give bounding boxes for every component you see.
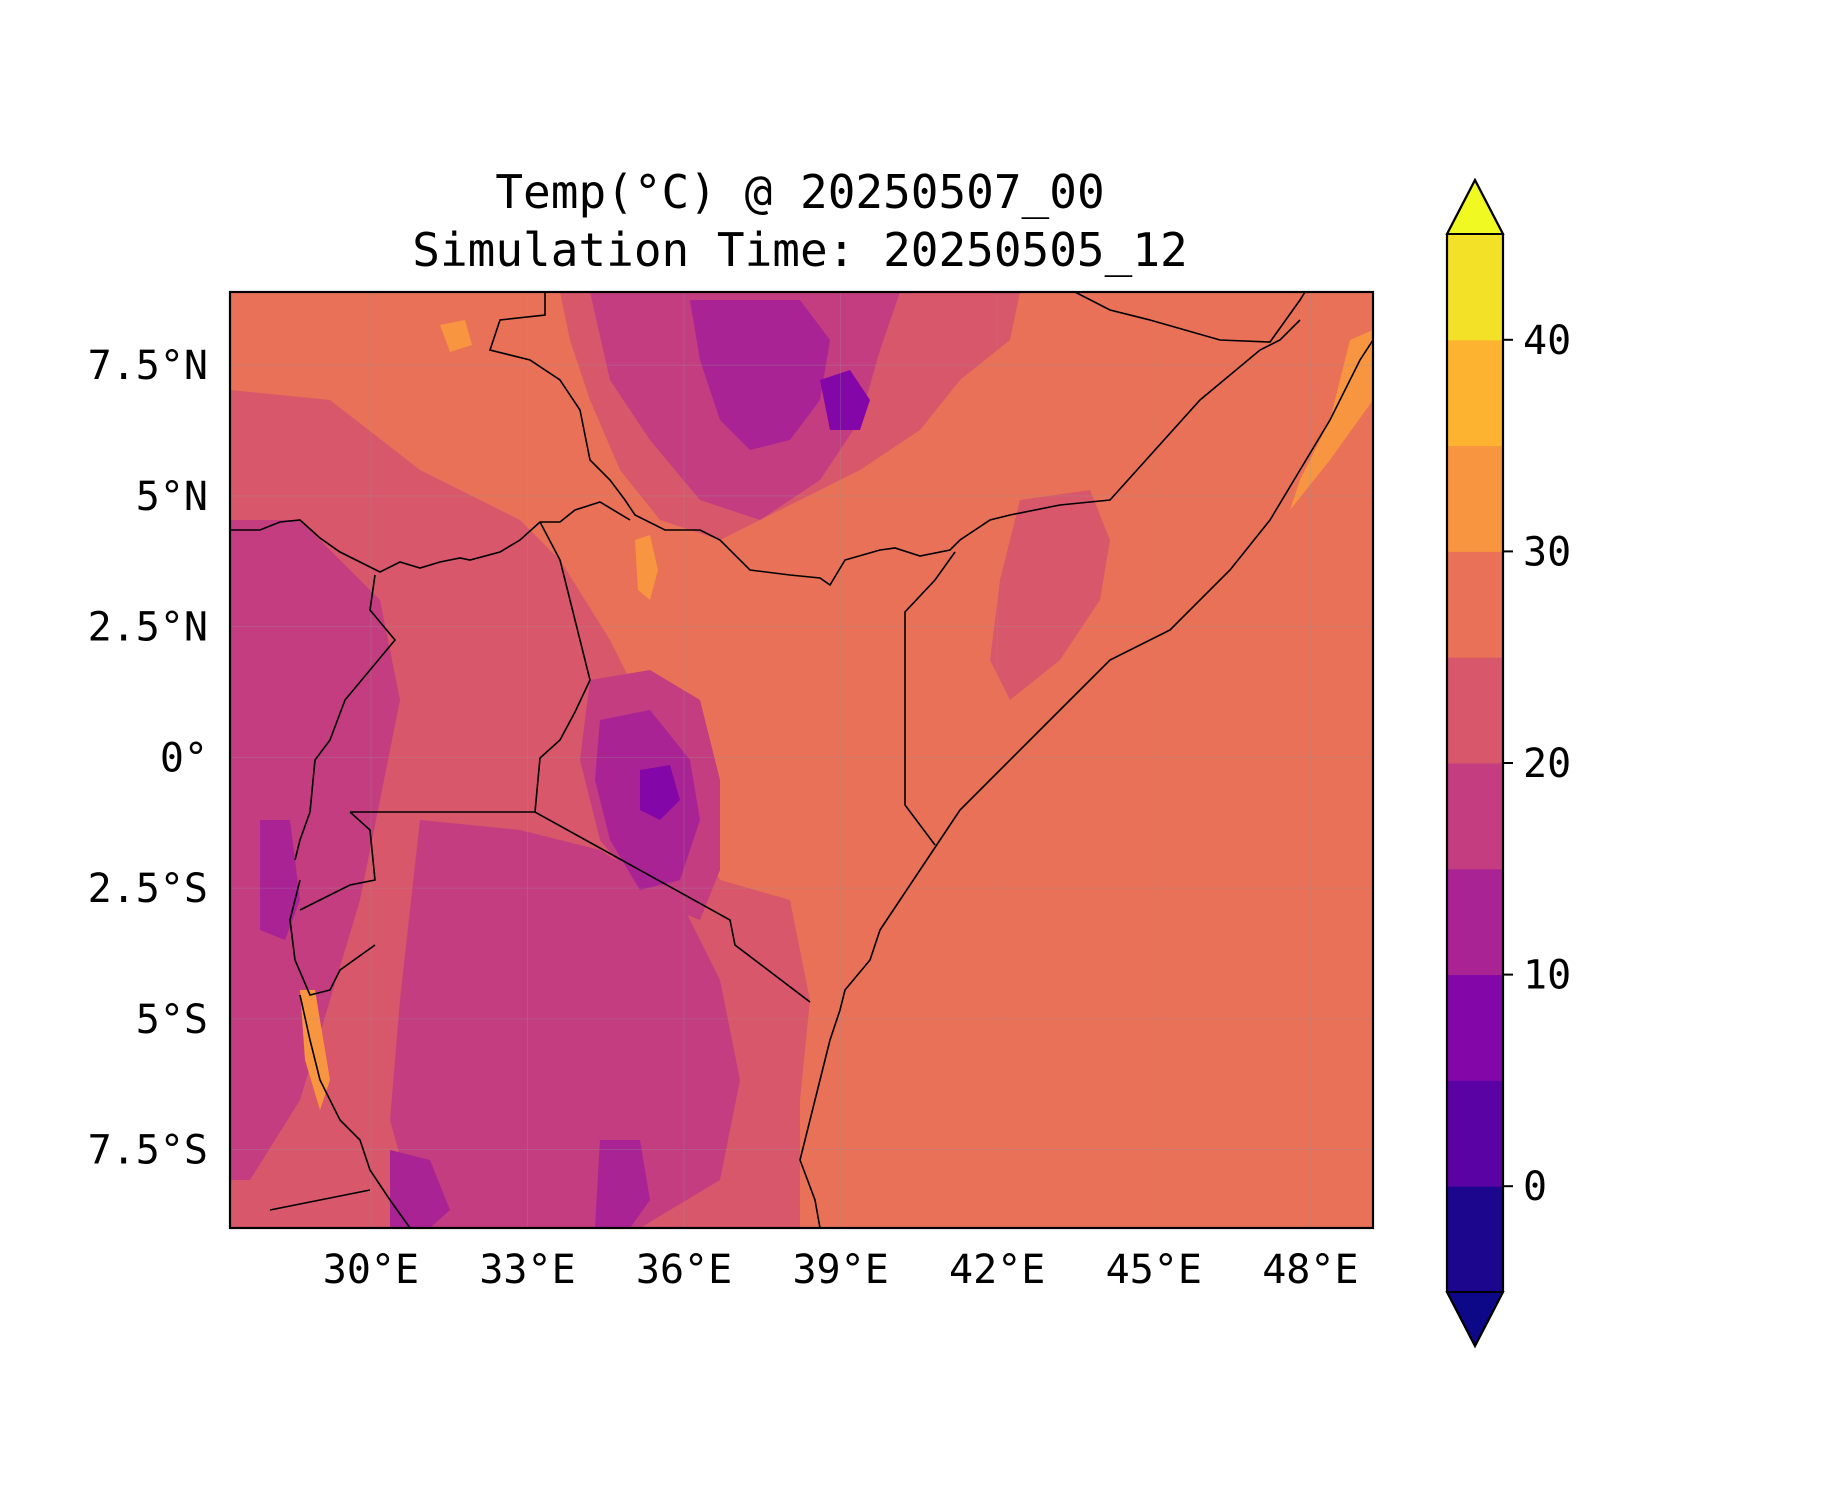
- y-tick-label: 2.5°S: [88, 866, 208, 912]
- border-burundi: [289, 879, 376, 996]
- x-tick-label: 36°E: [636, 1247, 732, 1293]
- colorbar: 0 10 20 30 40: [1445, 177, 1571, 1349]
- field-region-30-35-turkana: [635, 535, 658, 600]
- colorbar-segment: [1447, 551, 1503, 658]
- y-tick-label: 2.5°N: [88, 605, 208, 651]
- y-tick-label: 7.5°N: [88, 343, 208, 389]
- y-tick-label: 0°: [160, 735, 208, 781]
- colorbar-tick-label: 20: [1523, 741, 1571, 787]
- colorbar-segment: [1447, 763, 1503, 870]
- border-kenya-somalia: [904, 551, 956, 846]
- y-tick-label: 7.5°S: [88, 1128, 208, 1174]
- y-tick-label: 5°N: [136, 474, 208, 520]
- x-tick-label: 33°E: [479, 1247, 575, 1293]
- colorbar-segment: [1447, 868, 1503, 976]
- map-title: Temp(°C) @ 20250507_00: [495, 165, 1104, 219]
- border-tanzania-kenya: [350, 811, 811, 1003]
- y-axis: 7.5°N 5°N 2.5°N 0° 2.5°S 5°S 7.5°S: [88, 343, 208, 1173]
- field-region-20-25-east: [990, 490, 1110, 700]
- x-tick-label: 45°E: [1106, 1247, 1202, 1293]
- country-borders: [230, 292, 1373, 1228]
- map-frame: [228, 290, 1375, 1230]
- colorbar-under-arrow: [1445, 1291, 1505, 1349]
- colorbar-segment: [1447, 445, 1503, 552]
- border-uganda-kenya: [534, 521, 591, 813]
- x-tick-label: 48°E: [1262, 1247, 1358, 1293]
- colorbar-tick-label: 30: [1523, 529, 1571, 575]
- temperature-field: [230, 292, 1373, 1228]
- colorbar-segment: [1447, 339, 1503, 447]
- x-tick-label: 39°E: [792, 1247, 888, 1293]
- field-region-5-10-peak2: [640, 765, 680, 820]
- gridlines: [230, 292, 1373, 1228]
- colorbar-outline: [1445, 177, 1505, 1349]
- colorbar-segment: [1447, 657, 1503, 764]
- colorbar-over-arrow: [1445, 177, 1505, 235]
- colorbar-segment: [1447, 1080, 1503, 1187]
- field-region-10-15-ethiopia: [690, 300, 830, 450]
- field-region-30-35-tanganyika: [300, 990, 330, 1110]
- colorbar-segment: [1447, 974, 1503, 1081]
- field-region-10-15-south: [390, 1150, 450, 1228]
- border-uganda-drc: [294, 574, 397, 861]
- border-south-sudan-south: [230, 501, 631, 573]
- colorbar-segment: [1447, 234, 1503, 341]
- coastline-east-africa: [799, 339, 1373, 1228]
- colorbar-tick-label: 10: [1523, 953, 1571, 999]
- field-region-15-20-tanzania: [390, 820, 740, 1228]
- map-subtitle: Simulation Time: 20250505_12: [412, 223, 1187, 277]
- x-tick-label: 42°E: [949, 1247, 1045, 1293]
- colorbar-tick-label: 0: [1523, 1164, 1547, 1210]
- border-rwanda-burundi: [299, 811, 376, 911]
- field-region-10-15-south2: [595, 1140, 650, 1228]
- border-zambia: [269, 1189, 371, 1211]
- border-ethiopia-somalia-north: [1074, 292, 1306, 343]
- colorbar-tick-label: 40: [1523, 318, 1571, 364]
- y-tick-label: 5°S: [136, 997, 208, 1043]
- x-axis: 30°E 33°E 36°E 39°E 42°E 45°E 48°E: [323, 1247, 1359, 1293]
- field-region-30-35-sudan: [440, 320, 472, 352]
- border-ethiopia-south: [488, 292, 1301, 587]
- x-tick-label: 30°E: [323, 1247, 419, 1293]
- field-region-10-15-rwenzori: [260, 820, 300, 940]
- colorbar-segment: [1447, 1186, 1503, 1293]
- border-tanzania-west: [299, 994, 411, 1228]
- field-region-5-10-peak: [820, 370, 870, 430]
